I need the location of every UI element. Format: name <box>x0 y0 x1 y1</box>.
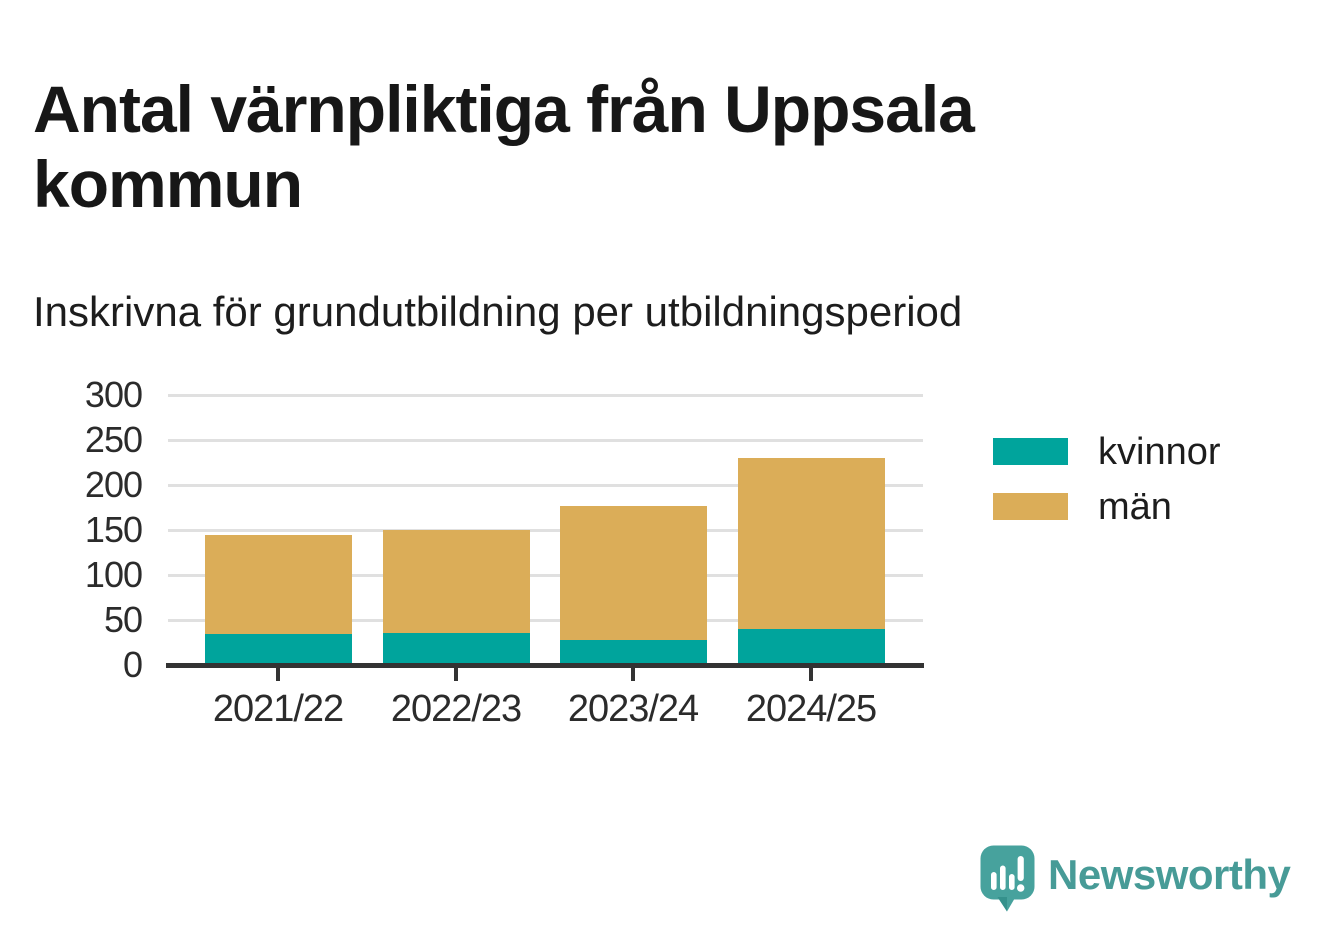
chart-title: Antal värnpliktiga från Uppsala kommun <box>33 72 975 222</box>
x-label-2022/23: 2022/23 <box>390 688 522 730</box>
x-tick-2023/24 <box>631 668 635 681</box>
plot-area <box>168 393 923 665</box>
y-tick-label-50: 50 <box>103 599 143 640</box>
bar-segment-män-2021/22 <box>204 534 352 635</box>
x-label-2023/24: 2023/24 <box>567 688 699 730</box>
x-label-2024/25: 2024/25 <box>745 688 877 730</box>
x-tick-2024/25 <box>809 668 813 681</box>
y-tick-label-200: 200 <box>84 464 143 505</box>
x-tick-2022/23 <box>454 668 458 681</box>
y-axis-labels: 0 50 100 150 200 250 300 <box>40 377 143 683</box>
gridline-50 <box>168 618 923 622</box>
x-tick-2021/22 <box>276 668 280 681</box>
legend-label-kvinnor: kvinnor <box>1098 430 1221 473</box>
bar-segment-kvinnor-2023/24 <box>559 639 707 665</box>
y-tick-label-300: 300 <box>84 374 143 415</box>
chart-subtitle: Inskrivna för grundutbildning per utbild… <box>33 288 963 335</box>
gridline-150 <box>168 528 923 532</box>
y-tick-label-100: 100 <box>84 554 143 595</box>
bar-segment-män-2024/25 <box>737 458 885 629</box>
bar-segment-män-2023/24 <box>559 505 707 640</box>
newsworthy-logo: Newsworthy <box>980 845 1291 913</box>
gridline-300 <box>168 393 923 397</box>
gridline-200 <box>168 483 923 487</box>
brand-name: Newsworthy <box>1048 851 1291 898</box>
bar-segment-kvinnor-2021/22 <box>204 634 352 665</box>
legend-item-kvinnor: kvinnor <box>993 433 1221 471</box>
y-tick-label-150: 150 <box>84 509 143 550</box>
y-tick-label-0: 0 <box>122 644 143 685</box>
legend-swatch-män <box>993 493 1068 520</box>
y-tick-label-250: 250 <box>84 419 143 460</box>
legend-item-män: män <box>993 488 1172 526</box>
legend-label-män: män <box>1098 485 1172 528</box>
gridline-250 <box>168 438 923 442</box>
legend-swatch-kvinnor <box>993 438 1068 465</box>
gridline-100 <box>168 573 923 577</box>
bar-segment-kvinnor-2024/25 <box>737 629 885 665</box>
x-axis-line <box>166 663 924 668</box>
x-label-2021/22: 2021/22 <box>212 688 344 730</box>
newsworthy-speech-bubble-bars-icon <box>980 845 1035 912</box>
bar-segment-män-2022/23 <box>382 530 530 633</box>
bar-segment-kvinnor-2022/23 <box>382 632 530 665</box>
